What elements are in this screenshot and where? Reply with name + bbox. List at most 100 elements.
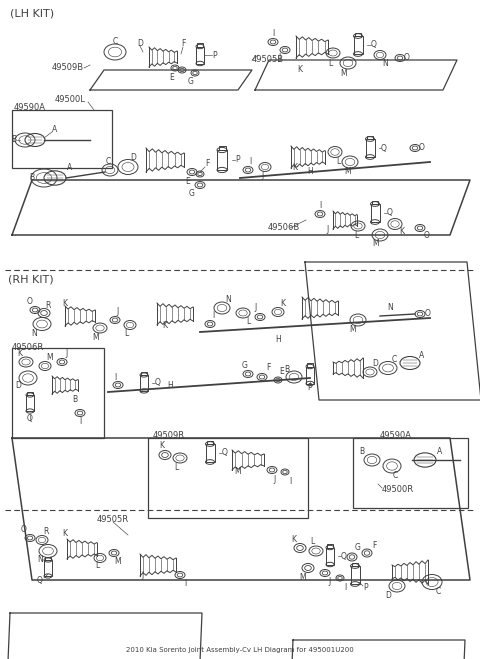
Text: N: N (37, 554, 43, 563)
Text: C: C (392, 471, 397, 480)
Text: J: J (66, 349, 68, 358)
Text: J: J (327, 225, 329, 235)
Text: Q: Q (387, 208, 393, 217)
Text: R: R (43, 527, 48, 536)
Text: 49506B: 49506B (268, 223, 300, 233)
Text: R: R (45, 301, 51, 310)
Bar (12, 110, 112, 168)
Text: Q: Q (341, 552, 347, 561)
Text: I: I (249, 158, 251, 167)
Text: (LH KIT): (LH KIT) (10, 9, 54, 19)
Text: 49500R: 49500R (382, 486, 414, 494)
Text: A: A (52, 125, 58, 134)
Text: 49590A: 49590A (14, 103, 46, 113)
Text: P: P (236, 156, 240, 165)
Text: A: A (437, 447, 443, 457)
Text: K: K (159, 442, 165, 451)
Text: M: M (372, 239, 379, 248)
Bar (27, 392, 33, 395)
Text: I: I (114, 372, 116, 382)
Text: Q: Q (381, 144, 387, 152)
Text: I: I (289, 476, 291, 486)
Text: F: F (205, 159, 209, 169)
Bar (12, 348, 104, 438)
Text: (RH KIT): (RH KIT) (8, 275, 54, 285)
Text: K: K (17, 349, 23, 358)
Text: C: C (435, 588, 441, 596)
Text: I: I (212, 310, 214, 320)
Bar (365, 139, 374, 157)
Text: 49506R: 49506R (12, 343, 44, 351)
Text: P: P (213, 51, 217, 59)
Bar (307, 364, 313, 366)
Bar (26, 395, 34, 411)
Bar (218, 146, 226, 150)
Text: C: C (391, 355, 396, 364)
Text: G: G (242, 362, 248, 370)
Text: D: D (372, 358, 378, 368)
Text: Q: Q (155, 378, 161, 387)
Text: 49509B: 49509B (52, 63, 84, 72)
Text: Q: Q (27, 413, 33, 422)
Text: L: L (354, 231, 358, 239)
Text: M: M (300, 573, 306, 581)
Bar (353, 36, 362, 54)
Text: M: M (345, 167, 351, 177)
Text: C: C (106, 158, 110, 167)
Text: K: K (292, 163, 298, 173)
Text: F: F (266, 364, 270, 372)
Bar (306, 366, 314, 384)
Text: 2010 Kia Sorento Joint Assembly-Cv LH Diagram for 495001U200: 2010 Kia Sorento Joint Assembly-Cv LH Di… (126, 647, 354, 653)
Text: I: I (319, 202, 321, 210)
Text: A: A (420, 351, 425, 360)
Bar (197, 43, 203, 47)
Bar (44, 560, 52, 576)
Bar (371, 204, 380, 222)
Text: L: L (246, 318, 250, 326)
Bar (207, 441, 213, 444)
Text: N: N (225, 295, 231, 304)
Text: K: K (280, 299, 286, 308)
Text: F: F (181, 40, 185, 49)
Text: I: I (344, 583, 346, 592)
Text: K: K (62, 529, 68, 538)
Bar (327, 544, 333, 548)
Text: J: J (329, 577, 331, 585)
Text: K: K (62, 299, 68, 308)
Text: H: H (307, 167, 313, 177)
Text: K: K (291, 536, 297, 544)
Bar (350, 566, 360, 584)
Text: M: M (93, 333, 99, 341)
Text: O: O (21, 525, 27, 534)
Text: M: M (235, 467, 241, 476)
Text: N: N (387, 304, 393, 312)
Text: J: J (255, 304, 257, 312)
Bar (148, 438, 308, 518)
Text: A: A (67, 163, 72, 173)
Text: J: J (274, 474, 276, 484)
Text: H: H (167, 380, 173, 389)
Text: L: L (174, 463, 178, 473)
Text: J: J (262, 171, 264, 181)
Bar (367, 136, 373, 139)
Text: C: C (112, 38, 118, 47)
Text: L: L (95, 561, 99, 571)
Text: Q: Q (37, 575, 43, 585)
Bar (141, 372, 147, 375)
Bar (45, 557, 51, 560)
Text: J: J (279, 53, 281, 63)
Text: 49505B: 49505B (252, 55, 284, 65)
Bar (326, 548, 334, 565)
Text: M: M (341, 69, 348, 78)
Text: L: L (124, 330, 128, 339)
Bar (352, 563, 358, 566)
Text: 49590A: 49590A (380, 432, 412, 440)
Text: G: G (189, 188, 195, 198)
Text: N: N (382, 59, 388, 67)
Text: K: K (298, 65, 302, 74)
Text: I: I (184, 579, 186, 588)
Text: N: N (31, 328, 37, 337)
Text: J: J (117, 306, 119, 316)
Text: M: M (115, 558, 121, 567)
Text: 49509R: 49509R (153, 432, 185, 440)
